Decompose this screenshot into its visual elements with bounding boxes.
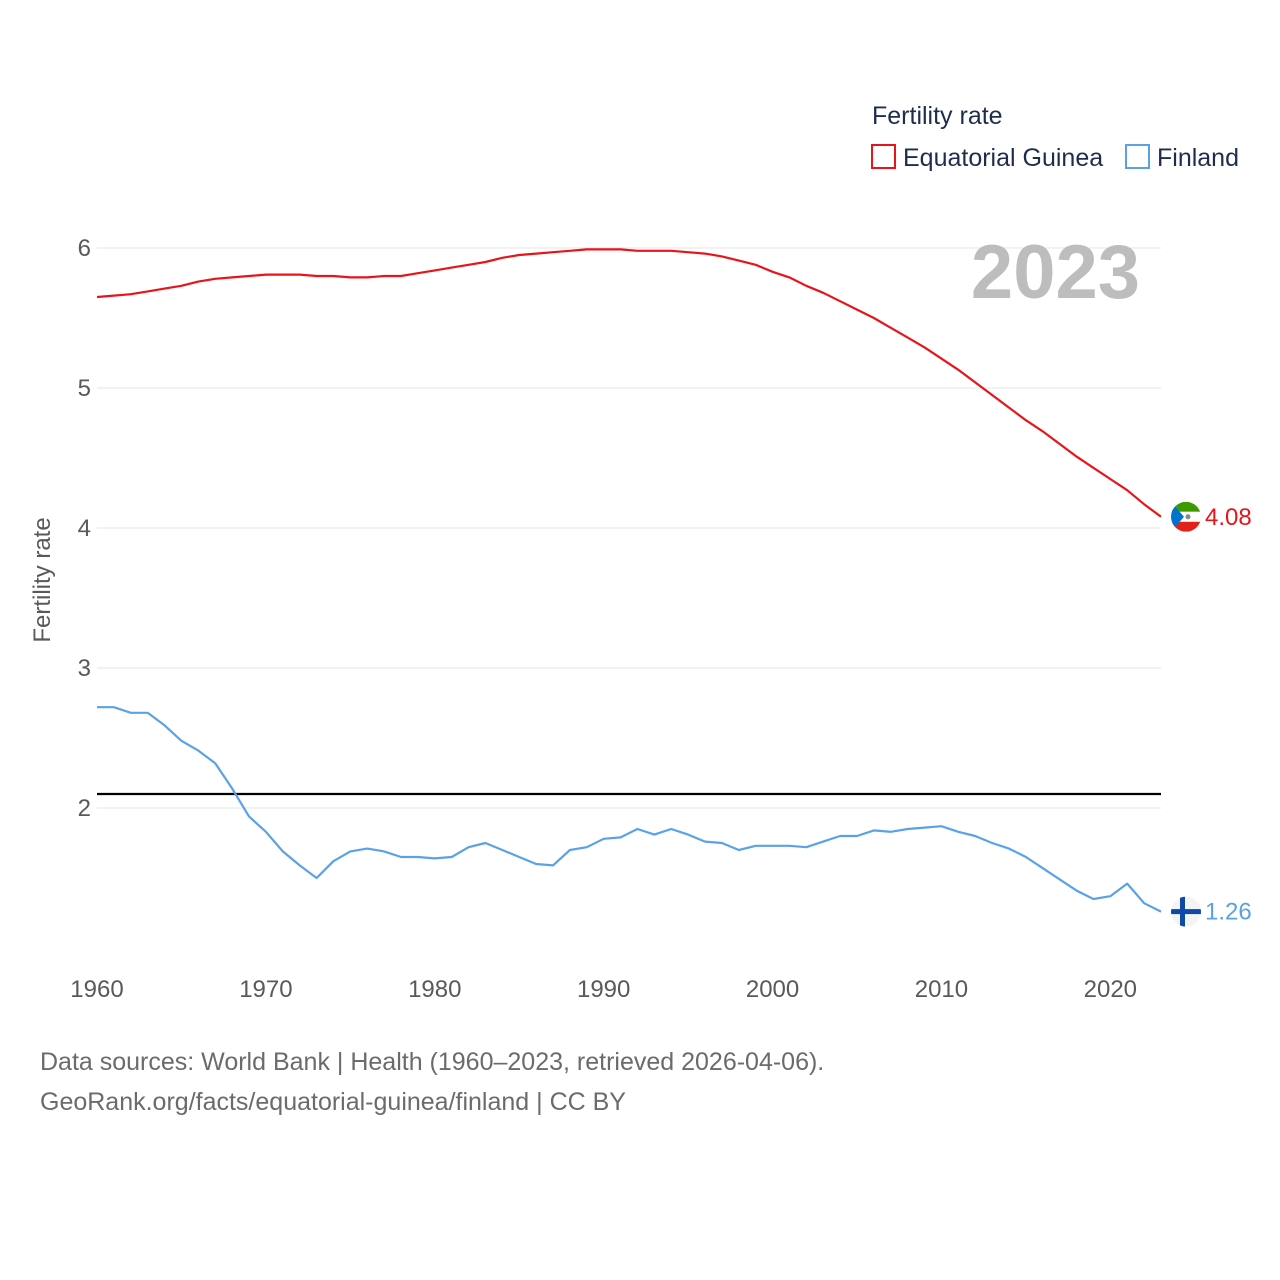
- x-tick-label-1980: 1980: [408, 976, 461, 1003]
- end-marker-finland: 1.26: [1171, 896, 1252, 927]
- series-line-finland: [97, 706, 1162, 913]
- legend-swatch-finland: [1125, 144, 1150, 169]
- y-tick-label-3: 3: [78, 655, 91, 682]
- x-tick-label-2010: 2010: [915, 976, 968, 1003]
- legend-label-equatorial-guinea: Equatorial Guinea: [903, 144, 1103, 172]
- legend-label-finland: Finland: [1157, 144, 1239, 172]
- x-axis-ticks: 1960 1970 1980 1990 2000 2010 2020: [70, 976, 1137, 1003]
- y-axis-title: Fertility rate: [29, 517, 56, 642]
- end-markers: 4.08 1.26: [1171, 501, 1252, 927]
- y-tick-label-4: 4: [78, 515, 91, 542]
- legend-item-equatorial-guinea[interactable]: Equatorial Guinea: [871, 144, 1103, 172]
- end-value-label-finland: 1.26: [1205, 899, 1252, 926]
- legend-swatch-equatorial-guinea: [871, 144, 896, 169]
- x-tick-label-1970: 1970: [239, 976, 292, 1003]
- y-axis-ticks: 2 3 4 5 6: [78, 235, 91, 822]
- series-line-equatorial-guinea: [96, 248, 1162, 518]
- gridlines: [97, 247, 1161, 809]
- equatorial-guinea-flag-icon: [1171, 501, 1201, 532]
- x-tick-label-2000: 2000: [746, 976, 799, 1003]
- x-tick-label-2020: 2020: [1084, 976, 1137, 1003]
- series-lines: [96, 248, 1162, 913]
- end-value-label-equatorial-guinea: 4.08: [1205, 504, 1252, 531]
- y-tick-label-2: 2: [78, 795, 91, 822]
- year-watermark: 2023: [971, 230, 1140, 315]
- x-tick-label-1960: 1960: [70, 976, 123, 1003]
- legend-item-finland[interactable]: Finland: [1125, 144, 1239, 172]
- finland-flag-icon: [1171, 896, 1201, 927]
- footer: Data sources: World Bank | Health (1960–…: [40, 1042, 824, 1122]
- y-tick-label-6: 6: [78, 235, 91, 262]
- data-source-note: Data sources: World Bank | Health (1960–…: [40, 1048, 825, 1076]
- legend-title: Fertility rate: [872, 102, 1003, 130]
- attribution-link[interactable]: GeoRank.org/facts/equatorial-guinea/finl…: [40, 1088, 626, 1116]
- x-tick-label-1990: 1990: [577, 976, 630, 1003]
- y-tick-label-5: 5: [78, 375, 91, 402]
- legend: Fertility rate Equatorial Guinea Finland: [871, 102, 1239, 172]
- end-marker-equatorial-guinea: 4.08: [1171, 501, 1252, 532]
